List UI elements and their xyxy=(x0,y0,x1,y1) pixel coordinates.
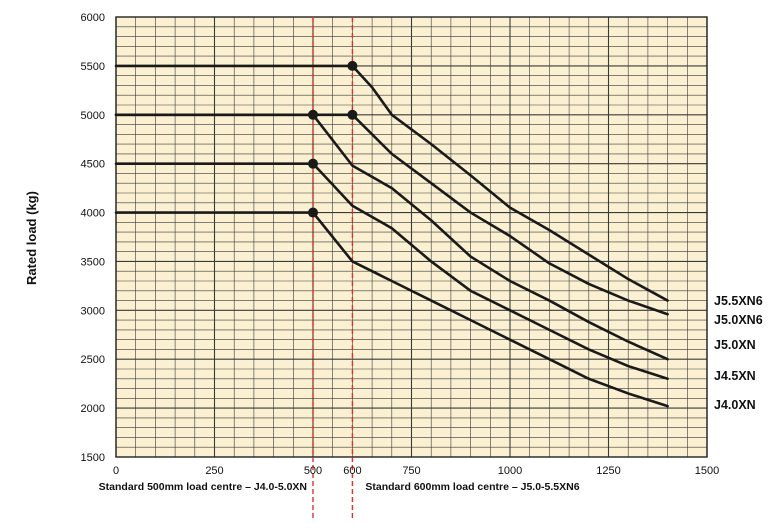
x-tick-label: 750 xyxy=(402,465,420,477)
x-tick-label: 1500 xyxy=(695,465,719,477)
reference-line-label: Standard 600mm load centre – J5.0-5.5XN6 xyxy=(365,481,579,493)
series-labels: J5.5XN6 J5.0XN6 J5.0XN J4.5XN J4.0XN xyxy=(714,294,763,412)
plot-border xyxy=(115,16,708,458)
series-marker xyxy=(308,207,318,218)
y-tick-label: 4000 xyxy=(81,208,105,220)
reference-line-label: Standard 500mm load centre – J4.0-5.0XN xyxy=(99,481,307,493)
y-tick-label: 2500 xyxy=(81,354,105,366)
series-label: J4.5XN xyxy=(714,369,756,383)
series-marker xyxy=(308,109,318,120)
x-tick-label: 1250 xyxy=(596,465,620,477)
series-marker xyxy=(347,60,358,71)
series-line xyxy=(114,113,669,361)
series-line xyxy=(114,211,669,408)
tick-labels: 0 250 500 600 750 1000 1250 1500 1500 2000 2500 300… xyxy=(81,12,720,477)
x-tick-label: 250 xyxy=(205,465,223,477)
y-tick-label: 3500 xyxy=(81,256,105,268)
series-label: J4.0XN xyxy=(714,398,756,412)
series-markers xyxy=(308,60,358,218)
x-tick-label: 600 xyxy=(343,465,361,477)
series-lines xyxy=(114,64,669,408)
x-tick-label: 500 xyxy=(304,465,322,477)
series-marker xyxy=(308,158,318,169)
x-tick-label: 1000 xyxy=(498,465,522,477)
series-marker xyxy=(347,109,358,120)
y-axis-label: Rated load (kg) xyxy=(24,191,39,285)
y-tick-label: 2000 xyxy=(81,403,105,415)
y-tick-label: 1500 xyxy=(81,452,105,464)
x-tick-label: 0 xyxy=(113,465,119,477)
y-tick-label: 3000 xyxy=(81,305,105,317)
series-label: J5.5XN6 xyxy=(714,294,763,308)
y-tick-label: 6000 xyxy=(81,12,105,24)
series-line xyxy=(114,113,669,316)
plot-grid xyxy=(115,16,708,458)
series-line xyxy=(114,64,669,302)
series-line xyxy=(114,162,669,381)
y-tick-label: 4500 xyxy=(81,159,105,171)
reference-lines: Standard 500mm load centre – J4.0-5.0XN S… xyxy=(99,17,580,520)
series-label: J5.0XN xyxy=(714,338,756,352)
series-label: J5.0XN6 xyxy=(714,313,763,327)
y-tick-label: 5500 xyxy=(81,61,105,73)
y-tick-label: 5000 xyxy=(81,110,105,122)
